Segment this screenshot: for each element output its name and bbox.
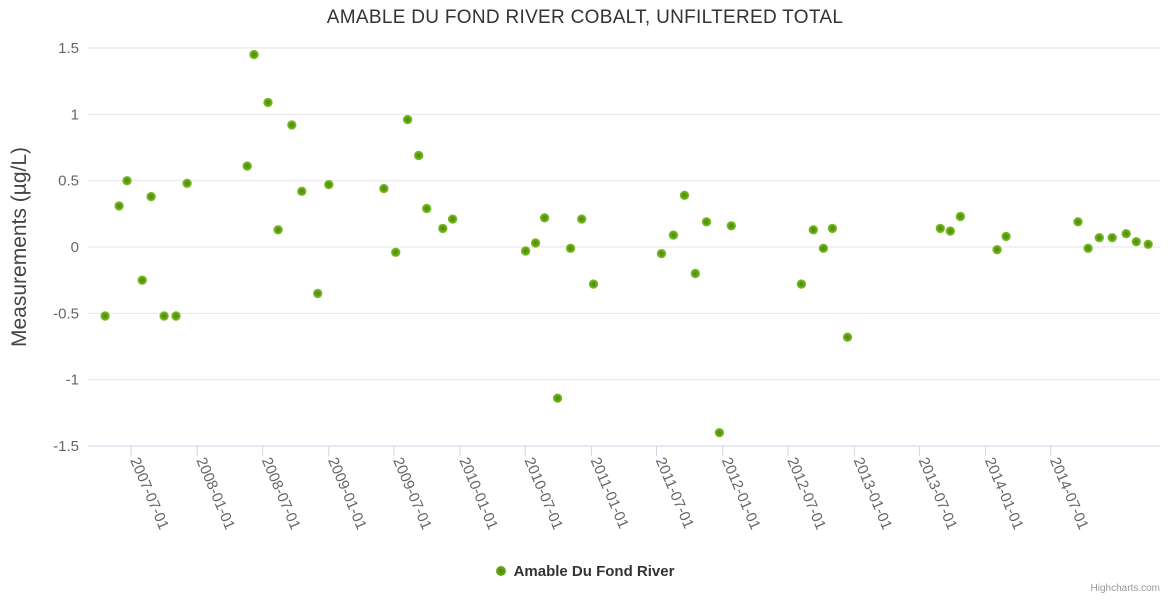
x-tick-label: 2008-01-01 [192, 455, 238, 532]
y-tick-label: 1.5 [58, 40, 79, 57]
y-tick-label: 1 [71, 106, 79, 123]
legend-marker-icon [495, 566, 506, 576]
x-tick-label: 2012-01-01 [718, 455, 764, 532]
data-point[interactable] [273, 225, 283, 235]
x-tick-label: 2013-07-01 [915, 455, 961, 532]
y-tick-label: -1.5 [53, 438, 79, 455]
data-point[interactable] [263, 97, 273, 108]
data-point[interactable] [992, 245, 1002, 255]
data-point[interactable] [402, 114, 413, 125]
data-point[interactable] [249, 49, 259, 60]
data-point[interactable] [159, 311, 169, 321]
legend-label: Amable Du Fond River [513, 562, 675, 580]
legend-item[interactable]: Amable Du Fond River [0, 560, 1170, 582]
data-point[interactable] [379, 183, 389, 194]
data-point[interactable] [1073, 217, 1083, 227]
data-point[interactable] [122, 176, 132, 186]
data-point[interactable] [438, 223, 448, 234]
data-point[interactable] [287, 120, 297, 130]
chart-title: AMABLE DU FOND RIVER COBALT, UNFILTERED … [326, 7, 844, 28]
x-tick-label: 2011-01-01 [587, 455, 632, 531]
data-point[interactable] [714, 428, 725, 438]
x-tick-label: 2014-07-01 [1046, 455, 1092, 532]
data-point[interactable] [182, 178, 192, 188]
data-point[interactable] [827, 223, 838, 234]
data-point[interactable] [1001, 231, 1011, 242]
data-point[interactable] [414, 150, 424, 161]
data-point[interactable] [668, 230, 679, 240]
data-point[interactable] [100, 311, 110, 321]
data-point[interactable] [842, 332, 853, 342]
data-point[interactable] [146, 191, 156, 202]
data-point[interactable] [1131, 237, 1142, 247]
data-point[interactable] [690, 268, 700, 279]
x-tick-label: 2009-07-01 [389, 455, 435, 532]
data-point[interactable] [945, 226, 955, 236]
data-point[interactable] [1083, 243, 1093, 253]
y-tick-label: -1 [66, 372, 79, 389]
data-point[interactable] [565, 243, 576, 253]
y-tick-label: 0 [71, 239, 79, 256]
data-point[interactable] [114, 201, 124, 211]
x-tick-label: 2009-01-01 [324, 455, 370, 532]
data-point[interactable] [552, 393, 563, 403]
data-point[interactable] [818, 243, 829, 253]
data-point[interactable] [1107, 233, 1117, 243]
data-point[interactable] [701, 217, 712, 227]
y-tick-label: 0.5 [58, 173, 79, 190]
data-point[interactable] [588, 279, 599, 289]
data-point[interactable] [935, 223, 945, 234]
x-tick-label: 2007-07-01 [126, 455, 172, 532]
data-point[interactable] [324, 179, 334, 190]
x-tick-label: 2013-01-01 [850, 455, 896, 532]
credits-link[interactable]: Highcharts.com [1090, 583, 1160, 594]
data-point[interactable] [1121, 229, 1131, 239]
data-point[interactable] [447, 214, 458, 224]
data-point[interactable] [1094, 233, 1105, 243]
x-tick-label: 2014-01-01 [981, 455, 1027, 532]
data-point[interactable] [726, 221, 736, 231]
data-point[interactable] [391, 247, 401, 257]
data-point[interactable] [313, 288, 323, 299]
data-point[interactable] [1143, 239, 1153, 249]
data-point[interactable] [530, 238, 541, 248]
x-tick-label: 2008-07-01 [258, 455, 304, 532]
y-tick-label: -0.5 [53, 305, 79, 322]
x-tick-label: 2012-07-01 [783, 455, 829, 532]
data-point[interactable] [297, 186, 307, 196]
data-point[interactable] [577, 214, 587, 224]
data-point[interactable] [137, 275, 147, 285]
data-point[interactable] [171, 311, 181, 321]
x-tick-label: 2010-01-01 [455, 455, 501, 532]
data-point[interactable] [796, 279, 807, 289]
x-tick-label: 2011-07-01 [652, 455, 697, 531]
x-tick-label: 2010-07-01 [521, 455, 567, 532]
data-point[interactable] [679, 190, 690, 200]
y-axis-title: Measurements (µg/L) [8, 147, 31, 347]
data-point[interactable] [520, 246, 531, 256]
data-point[interactable] [955, 211, 966, 222]
data-point[interactable] [242, 161, 252, 171]
data-point[interactable] [656, 248, 667, 259]
data-point[interactable] [422, 203, 432, 214]
data-point[interactable] [808, 225, 818, 235]
data-point[interactable] [539, 213, 550, 223]
